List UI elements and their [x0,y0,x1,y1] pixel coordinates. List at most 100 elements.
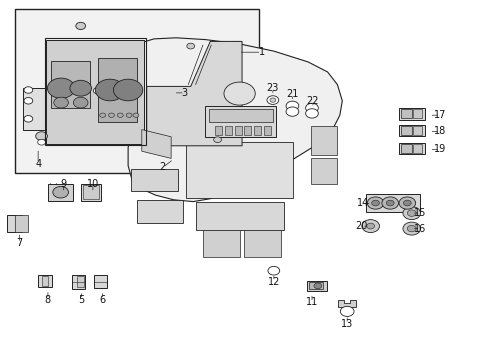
Polygon shape [142,130,171,158]
Text: 20: 20 [355,221,367,231]
Bar [244,126,251,135]
Circle shape [285,107,298,116]
Bar [412,109,421,118]
Bar [398,125,425,136]
Text: 3: 3 [182,88,187,98]
Text: 19: 19 [433,144,446,154]
Text: 7: 7 [17,238,22,248]
Text: 21: 21 [285,89,298,99]
Circle shape [402,207,420,220]
Polygon shape [338,300,355,307]
Polygon shape [128,38,342,202]
Bar [77,276,84,287]
Bar [310,126,337,155]
Bar [46,40,144,144]
Circle shape [269,98,275,102]
Circle shape [73,97,88,108]
Text: 14: 14 [356,198,368,208]
Bar [224,126,231,135]
Circle shape [24,87,33,93]
Circle shape [133,113,139,117]
Circle shape [186,43,194,49]
Bar [185,142,293,198]
Bar [400,126,411,135]
Circle shape [38,139,45,145]
Circle shape [36,132,47,140]
Circle shape [266,96,278,104]
Polygon shape [146,41,242,146]
Text: 16: 16 [413,224,426,234]
Circle shape [100,113,105,117]
Bar [398,143,425,154]
Text: 22: 22 [306,96,319,106]
Circle shape [117,113,123,117]
Bar [195,202,283,230]
Text: 4: 4 [35,159,41,169]
Circle shape [70,80,91,96]
Circle shape [47,78,75,98]
Bar [82,185,99,199]
Bar [365,194,419,212]
Circle shape [93,87,102,94]
Circle shape [126,113,132,117]
Polygon shape [98,58,137,122]
Bar [254,126,261,135]
Text: 23: 23 [266,83,279,93]
Circle shape [305,103,318,113]
Circle shape [76,22,85,30]
Bar [23,88,109,130]
Bar [203,230,239,257]
Circle shape [371,200,379,206]
Circle shape [108,113,114,117]
Bar [45,38,145,145]
Circle shape [24,116,33,122]
Text: 5: 5 [79,294,84,305]
Text: 2: 2 [160,162,165,172]
Circle shape [267,266,279,275]
Bar [72,275,85,289]
Bar [15,215,28,232]
Bar [306,281,326,291]
Bar [205,106,276,137]
Bar [264,126,270,135]
Circle shape [95,79,124,101]
Circle shape [402,222,420,235]
Circle shape [213,137,221,143]
Circle shape [398,197,415,209]
Circle shape [285,101,298,111]
Bar [38,275,52,287]
Bar [308,282,322,289]
Bar [94,275,106,288]
Text: 15: 15 [413,208,426,218]
Bar [48,184,73,201]
Text: 10: 10 [86,179,99,189]
Bar [398,108,425,120]
Text: 12: 12 [267,276,280,287]
Circle shape [24,98,33,104]
Text: 11: 11 [305,297,318,307]
Bar [400,109,411,118]
Text: 13: 13 [340,319,353,329]
Polygon shape [51,61,90,108]
Bar [7,215,22,232]
Bar [209,109,272,122]
Text: 6: 6 [100,294,105,305]
Text: 18: 18 [433,126,446,136]
Bar [41,276,48,286]
Bar [131,169,177,191]
Bar [234,126,241,135]
Bar [400,144,411,153]
Circle shape [366,223,374,229]
Bar [412,126,421,135]
Circle shape [407,225,415,232]
Circle shape [305,109,318,118]
Text: 9: 9 [61,179,66,189]
Bar [81,184,101,201]
Circle shape [407,210,415,216]
Bar [244,230,281,257]
Circle shape [54,97,68,108]
Circle shape [361,220,379,233]
Circle shape [386,200,393,206]
Circle shape [403,200,410,206]
Circle shape [366,197,383,209]
